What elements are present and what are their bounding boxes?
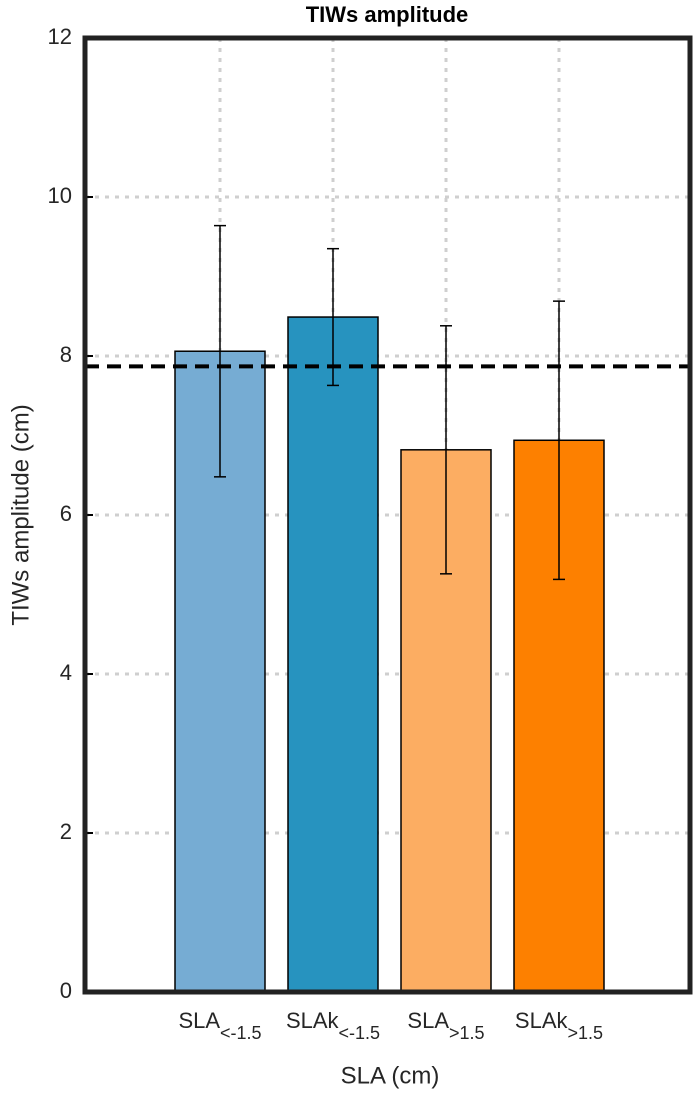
bar xyxy=(287,316,379,993)
y-tick-label: 4 xyxy=(60,660,72,685)
x-tick-label-subscript: >1.5 xyxy=(568,1023,604,1043)
error-bar xyxy=(553,300,565,581)
y-tick-label: 12 xyxy=(48,24,72,49)
chart-title: TIWs amplitude xyxy=(306,2,469,27)
x-tick-label-main: SLAk xyxy=(286,1008,340,1033)
x-tick-label-main: SLA xyxy=(407,1008,449,1033)
y-tick-label: 8 xyxy=(60,342,72,367)
y-tick-label: 6 xyxy=(60,501,72,526)
x-tick-label: SLAk<-1.5 xyxy=(286,1008,380,1043)
x-tick-label-main: SLAk xyxy=(515,1008,569,1033)
x-tick-label: SLAk>1.5 xyxy=(515,1008,603,1043)
error-bar xyxy=(214,224,226,478)
y-tick-label: 2 xyxy=(60,819,72,844)
y-tick-label: 0 xyxy=(60,978,72,1003)
x-tick-label-main: SLA xyxy=(178,1008,220,1033)
x-axis-label: SLA (cm) xyxy=(341,1062,440,1089)
x-tick-label: SLA>1.5 xyxy=(407,1008,484,1043)
plot-frame xyxy=(82,35,693,995)
x-tick-label-subscript: <-1.5 xyxy=(339,1023,381,1043)
x-tick-label: SLA<-1.5 xyxy=(178,1008,261,1043)
error-bar xyxy=(327,247,339,387)
x-tick-label-subscript: >1.5 xyxy=(449,1023,485,1043)
y-axis-label: TIWs amplitude (cm) xyxy=(7,404,34,625)
y-tick-label: 10 xyxy=(48,183,72,208)
x-tick-label-subscript: <-1.5 xyxy=(220,1023,262,1043)
